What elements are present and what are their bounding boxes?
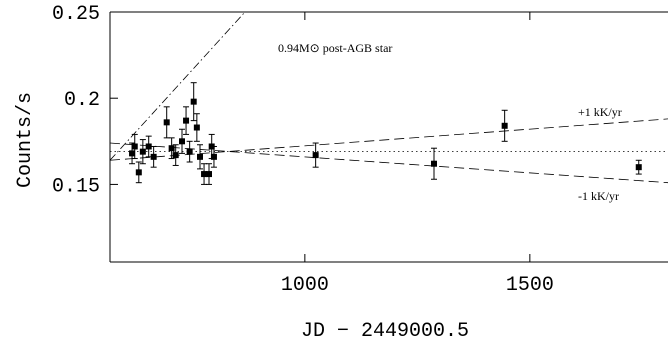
point xyxy=(210,153,217,160)
point xyxy=(186,148,193,155)
point xyxy=(150,153,157,160)
point xyxy=(190,98,197,105)
y-tick-label: 0.15 xyxy=(52,175,100,198)
x-axis-label: JD − 2449000.5 xyxy=(301,320,469,343)
y-tick-label: 0.25 xyxy=(52,3,100,26)
point xyxy=(135,169,142,176)
point xyxy=(139,148,146,155)
point xyxy=(312,152,319,159)
model-line xyxy=(110,12,246,161)
point xyxy=(197,153,203,160)
point xyxy=(179,138,185,145)
frame xyxy=(109,11,668,263)
line-label: -1 kK/yr xyxy=(578,189,619,203)
point xyxy=(635,164,642,171)
point xyxy=(183,117,190,124)
point xyxy=(201,171,208,178)
point xyxy=(129,150,136,157)
x-tick-label: 1500 xyxy=(506,274,554,297)
model-line xyxy=(110,142,668,184)
x-tick-label: 1000 xyxy=(281,274,329,297)
y-tick-label: 0.2 xyxy=(64,89,100,112)
point xyxy=(431,160,437,167)
point xyxy=(168,145,175,152)
model-line xyxy=(110,118,668,161)
y-axis-label: Counts/s xyxy=(14,92,37,188)
point xyxy=(163,119,170,126)
point xyxy=(145,143,152,150)
point xyxy=(501,122,508,129)
point xyxy=(206,171,212,178)
line-label: 0.94M⊙ post-AGB star xyxy=(278,41,392,55)
line-label: +1 kK/yr xyxy=(578,105,622,119)
point xyxy=(193,124,200,131)
point xyxy=(131,143,138,150)
point xyxy=(172,152,179,159)
